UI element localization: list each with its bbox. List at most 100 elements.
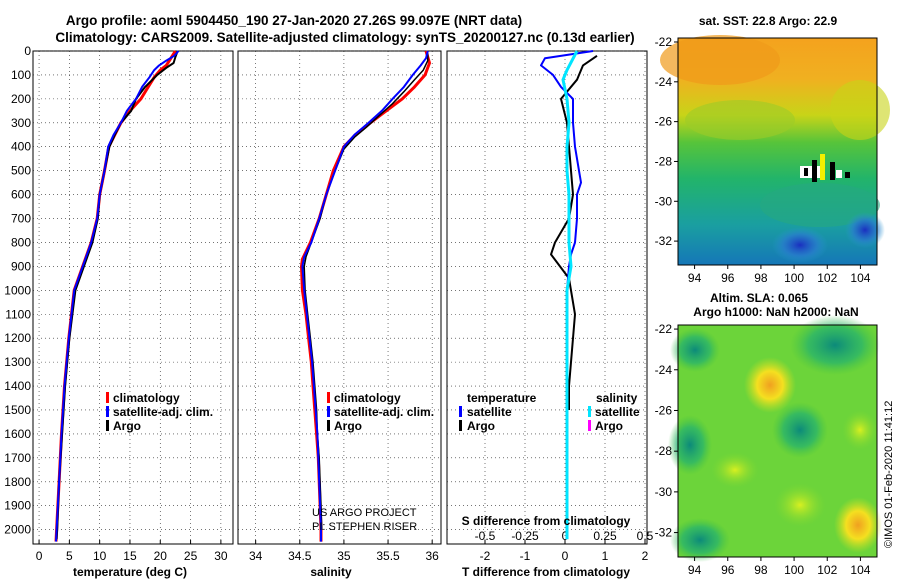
x-tick-label: 0 [36, 549, 43, 563]
depth-tick-label: 1400 [4, 379, 31, 393]
salinity-axis-label: salinity [310, 565, 352, 579]
legend-swatch-t-satellite [459, 406, 462, 417]
figure-title-line2: Climatology: CARS2009. Satellite-adjuste… [55, 30, 634, 45]
x-tick-label: 20 [154, 549, 168, 563]
sst-cold-patch-east [845, 212, 885, 248]
imos-watermark: ©IMOS 01-Feb-2020 11:41:12 [883, 401, 895, 548]
map-x-tick-label: 100 [784, 563, 804, 577]
legend-label-s-satellite: satellite [595, 405, 640, 419]
difference-profile-panel: -2 -1 0 1 2 -0.5 -0.25 0 0.25 0.5 [446, 50, 654, 563]
map-x-tick-label: 98 [754, 563, 768, 577]
map-x-tick-label: 98 [754, 271, 768, 285]
sla-high-se [834, 497, 882, 553]
legend-label-t-argo: Argo [467, 419, 495, 433]
legend-swatch-satellite [106, 406, 109, 417]
legend-label-climatology: climatology [334, 391, 401, 405]
x-tick-label: 2 [642, 549, 649, 563]
depth-tick-label: 1500 [4, 403, 31, 417]
legend-label-argo: Argo [334, 419, 362, 433]
map-y-tick-label: -28 [655, 444, 673, 458]
legend-swatch-s-argo [588, 420, 591, 431]
legend-title-salinity: salinity [596, 391, 638, 405]
t-diff-argo-line [550, 54, 598, 410]
map-y-tick-label: -32 [655, 234, 673, 248]
legend-swatch-climatology [327, 392, 330, 403]
temp-satellite-line [55, 50, 180, 542]
sla-low-center [772, 402, 828, 458]
map-y-tick-label: -28 [655, 154, 673, 168]
depth-tick-label: 1100 [5, 307, 31, 321]
sla-lime-east [842, 410, 878, 450]
map-y-tick-label: -26 [655, 115, 673, 129]
sal-satellite-line [301, 50, 429, 542]
x-tick-label: 34 [249, 549, 263, 563]
depth-tick-label: 2000 [4, 523, 31, 537]
map-x-tick-label: 104 [850, 563, 870, 577]
map-x-tick-label: 102 [817, 271, 837, 285]
depth-tick-label: 200 [11, 92, 31, 106]
legend-title-temperature: temperature [467, 391, 537, 405]
x-tick-label: -1 [520, 549, 531, 563]
x-tick-label: 0 [562, 549, 569, 563]
sla-map-title: Altim. SLA: 0.065 [710, 291, 808, 305]
credit-project: US ARGO PROJECT [312, 507, 417, 519]
legend-label-t-satellite: satellite [467, 405, 512, 419]
figure-title-line1: Argo profile: aoml 5904450_190 27-Jan-20… [66, 13, 522, 28]
sla-low-sw [670, 518, 730, 562]
depth-tick-label: 800 [11, 235, 31, 249]
legend-swatch-s-satellite [588, 406, 591, 417]
map-y-tick-label: -22 [655, 35, 673, 49]
x-tick-label: 35.5 [376, 549, 400, 563]
s-diff-tick-label: 0 [562, 529, 569, 543]
x-tick-label: 30 [214, 549, 228, 563]
map-x-tick-label: 96 [721, 563, 735, 577]
s-diff-tick-label: -0.25 [511, 529, 539, 543]
temperature-legend: climatology satellite-adj. clim. Argo [106, 391, 213, 433]
legend-swatch-argo [327, 420, 330, 431]
legend-label-s-argo: Argo [595, 419, 623, 433]
sla-high-north [744, 357, 796, 413]
salinity-profile-panel: 34 34.5 35 35.5 36 [237, 50, 442, 563]
map-y-tick-label: -30 [655, 485, 673, 499]
s-diff-tick-label: 0.25 [593, 529, 617, 543]
depth-tick-label: 900 [11, 259, 31, 273]
map-x-tick-label: 94 [688, 563, 702, 577]
legend-label-satellite: satellite-adj. clim. [113, 405, 213, 419]
depth-tick-label: 400 [11, 140, 31, 154]
x-tick-label: 34.5 [288, 549, 312, 563]
depth-tick-label: 1800 [4, 475, 31, 489]
legend-swatch-climatology [106, 392, 109, 403]
sla-lime-south [774, 483, 826, 527]
legend-swatch-argo [106, 420, 109, 431]
t-difference-axis-label: T difference from climatology [462, 565, 630, 579]
sst-cold-patch [772, 227, 828, 263]
depth-tick-label: 0 [24, 44, 31, 58]
sst-map-axes: 94 96 98 100 102 104 -22 -24 -26 -28 -30 -32 [655, 35, 871, 285]
x-tick-label: 35 [337, 549, 351, 563]
plot-frame [237, 50, 442, 545]
plot-frame [32, 50, 234, 545]
x-tick-label: 15 [123, 549, 137, 563]
x-tick-label: 1 [602, 549, 609, 563]
x-tick-label: 5 [66, 549, 73, 563]
map-y-tick-label: -32 [655, 526, 673, 540]
plot-frame [446, 50, 648, 545]
depth-tick-label: 1300 [4, 355, 31, 369]
map-y-tick-label: -22 [655, 322, 673, 336]
sla-map-frame [677, 324, 878, 558]
depth-tick-label: 1700 [4, 451, 31, 465]
map-x-tick-label: 96 [721, 271, 735, 285]
sst-yellow-patch [830, 80, 890, 140]
map-y-tick-label: -30 [655, 194, 673, 208]
sst-teal-patch [760, 183, 880, 227]
depth-axis-labels: 0 100 200 300 400 500 600 700 800 900 1000 1100 1200… [4, 44, 31, 537]
x-tick-label: 36 [425, 549, 439, 563]
map-y-tick-label: -24 [655, 363, 673, 377]
sst-map-title: sat. SST: 22.8 Argo: 22.9 [699, 14, 838, 28]
sla-lime-west [711, 452, 759, 488]
argo-float-marker [800, 154, 850, 182]
x-tick-label: 25 [184, 549, 198, 563]
map-x-tick-label: 102 [817, 563, 837, 577]
sla-map-subtitle: Argo h1000: NaN h2000: NaN [693, 305, 858, 319]
